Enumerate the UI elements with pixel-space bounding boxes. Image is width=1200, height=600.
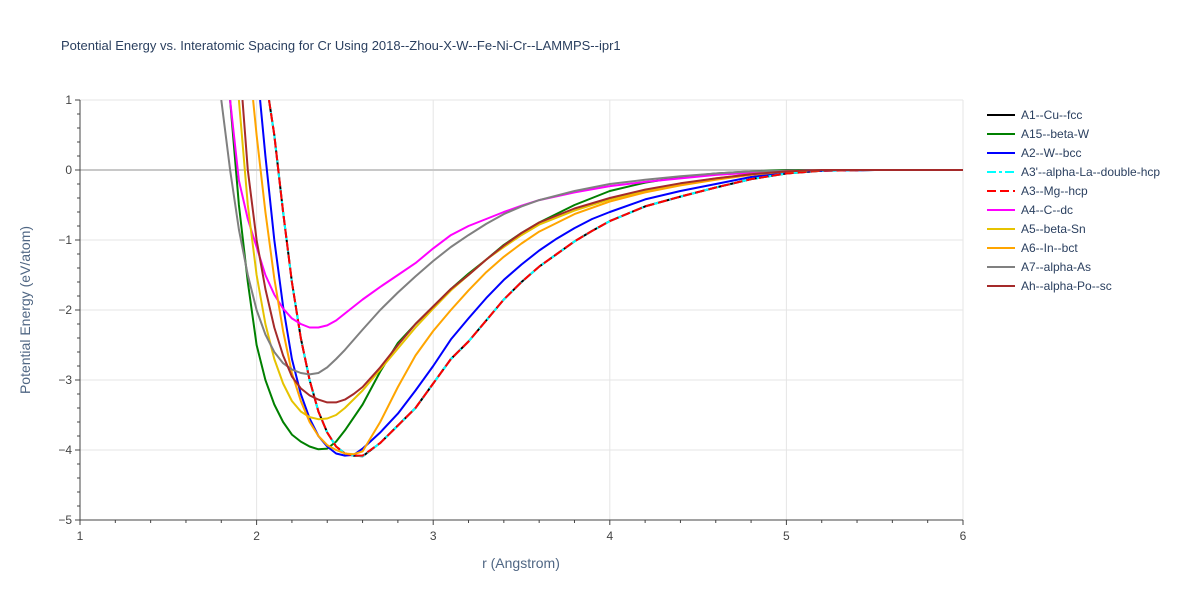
y-tick-label: 0 [65, 163, 72, 177]
series-line-a2-w-bcc [259, 100, 963, 457]
y-tick-label: −2 [58, 303, 72, 317]
legend-label[interactable]: A7--alpha-As [1021, 260, 1091, 274]
legend-label[interactable]: A15--beta-W [1021, 127, 1090, 141]
legend-label[interactable]: Ah--alpha-Po--sc [1021, 279, 1112, 293]
x-tick-label: 3 [430, 529, 437, 543]
legend-label[interactable]: A5--beta-Sn [1021, 222, 1086, 236]
series-line-a15-beta-w [229, 100, 963, 451]
legend-label[interactable]: A1--Cu--fcc [1021, 108, 1082, 122]
y-axis-label: Potential Energy (eV/atom) [17, 226, 33, 394]
legend-label[interactable]: A3--Mg--hcp [1021, 184, 1088, 198]
series-line-a3-mg-hcp [268, 100, 963, 457]
legend: A1--Cu--fcc A15--beta-W A2--W--bcc A3'--alp… [987, 108, 1160, 293]
grid [80, 99, 964, 520]
y-tick-label: −1 [58, 233, 72, 247]
axes: 1 2 3 4 5 6 1 0 −1 −2 −3 −4 −5 [58, 93, 966, 543]
legend-label[interactable]: A2--W--bcc [1021, 146, 1081, 160]
chart-title: Potential Energy vs. Interatomic Spacing… [61, 38, 621, 53]
x-tick-label: 1 [77, 529, 84, 543]
x-tick-label: 6 [960, 529, 967, 543]
series-line-a7-alpha-as [220, 100, 963, 376]
series-group [220, 100, 963, 458]
legend-label[interactable]: A4--C--dc [1021, 203, 1073, 217]
legend-label[interactable]: A6--In--bct [1021, 241, 1078, 255]
y-tick-label: −4 [58, 443, 72, 457]
x-tick-label: 2 [253, 529, 260, 543]
series-line-a5-beta-sn [237, 100, 963, 421]
y-tick-label: −5 [58, 513, 72, 527]
series-line-a6-in-bct [252, 100, 963, 456]
y-tick-label: −3 [58, 373, 72, 387]
y-tick-label: 1 [65, 93, 72, 107]
x-tick-label: 4 [606, 529, 613, 543]
series-line-a1-cu-fcc [268, 100, 963, 458]
series-line-ah-alpha-po-sc [241, 100, 963, 404]
series-line-a3-alpha-la-double-hcp [268, 100, 963, 458]
x-tick-label: 5 [783, 529, 790, 543]
legend-label[interactable]: A3'--alpha-La--double-hcp [1021, 165, 1160, 179]
series-line-a4-c-dc [229, 100, 963, 329]
x-axis-label: r (Angstrom) [482, 555, 560, 571]
